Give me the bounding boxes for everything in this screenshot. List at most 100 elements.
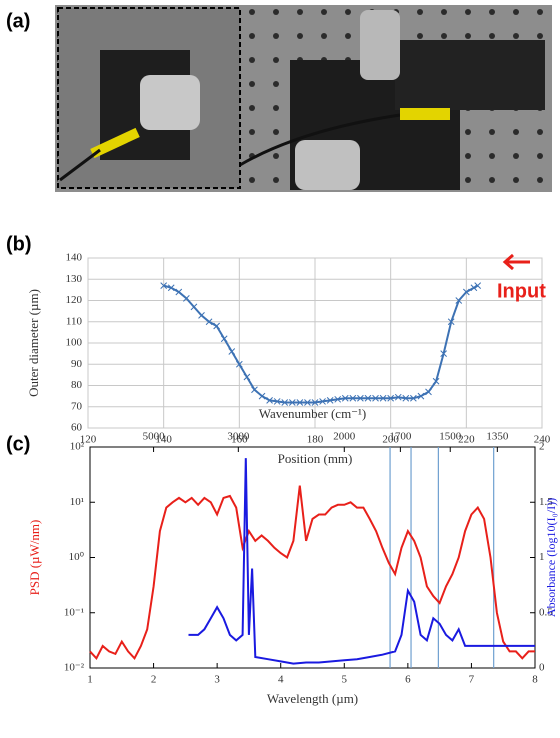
y-tick-label: 70	[71, 400, 83, 412]
x-axis-label: Wavelength (µm)	[267, 691, 358, 706]
x-tick-label: 2	[151, 674, 157, 686]
y-tick-label: 120	[66, 294, 83, 306]
marker	[447, 318, 455, 326]
x-tick-label: 240	[534, 434, 551, 446]
marker	[357, 394, 364, 402]
y-axis-label: PSD (µW/nm)	[27, 520, 42, 596]
plot-frame	[87, 257, 543, 429]
series-line	[188, 458, 535, 665]
marker	[455, 297, 463, 304]
marker	[273, 398, 281, 405]
panel-label: (b)	[6, 233, 32, 255]
x2-tick-label: 1350	[486, 431, 509, 443]
marker	[417, 392, 425, 400]
x-tick-label: 220	[458, 434, 475, 446]
x-tick-label: 7	[469, 674, 475, 686]
y-tick-label: 130	[66, 273, 83, 285]
marker	[183, 295, 190, 302]
marker	[402, 394, 410, 402]
panel-label: (c)	[6, 433, 30, 455]
marker	[364, 394, 372, 402]
marker	[319, 398, 326, 405]
marker	[258, 392, 266, 400]
series-line	[89, 485, 535, 661]
micrometer	[295, 140, 360, 190]
marker	[334, 395, 342, 403]
annotation: Input	[497, 280, 546, 302]
y2-tick-label: 1.5	[539, 496, 553, 508]
x-tick-label: 120	[80, 434, 97, 446]
marker	[462, 288, 470, 296]
marker	[432, 377, 440, 385]
marker	[160, 282, 168, 289]
marker	[251, 386, 258, 394]
marker	[440, 350, 447, 357]
x-tick-label: 4	[278, 674, 284, 686]
marker	[470, 284, 478, 292]
marker	[296, 399, 304, 406]
chart: (b) 60 70 80 90 100 110 120 130 140 120 140 160 180 20…	[6, 233, 551, 466]
marker	[235, 360, 243, 368]
x-tick-label: 6	[405, 674, 411, 686]
marker	[387, 394, 395, 402]
y-tick-label: 140	[66, 252, 83, 264]
y2-tick-label: 0.5	[539, 606, 553, 618]
fiber	[239, 113, 401, 167]
marker	[326, 397, 334, 404]
x2-tick-label: 1700	[389, 431, 412, 443]
marker	[474, 282, 482, 289]
marker	[213, 322, 220, 330]
y-tick-label: 60	[71, 422, 83, 434]
marker	[198, 312, 205, 319]
marker	[425, 388, 432, 396]
connector	[400, 108, 450, 120]
mount	[395, 40, 545, 110]
marker	[266, 397, 273, 404]
y-tick-label: 10¹	[70, 496, 84, 508]
marker	[379, 394, 387, 402]
y2-axis-label: Absorbance (log10(I₀/I))	[544, 498, 558, 617]
y-tick-label: 110	[66, 315, 83, 327]
annotation-arrow	[502, 253, 530, 271]
panel-label: (a)	[6, 10, 30, 32]
marker	[288, 399, 296, 406]
marker	[243, 373, 251, 381]
marker	[311, 399, 319, 406]
x-tick-label: 8	[532, 674, 538, 686]
x2-tick-label: 5000	[143, 431, 166, 443]
y-axis-label: Outer diameter (µm)	[26, 289, 41, 397]
x-tick-label: 5	[342, 674, 348, 686]
marker	[341, 394, 349, 402]
inset-connector	[140, 75, 200, 130]
marker	[167, 284, 175, 292]
inset-fiber	[59, 148, 101, 182]
photo: (a)	[6, 5, 552, 192]
y-tick-label: 10⁻²	[64, 662, 85, 674]
x-tick-label: 180	[307, 434, 324, 446]
y-tick-label: 100	[66, 337, 83, 349]
marker	[349, 394, 357, 402]
x-axis-label: Position (mm)	[278, 451, 353, 466]
x-tick-label: 160	[231, 434, 248, 446]
y-tick-label: 80	[71, 379, 83, 391]
y2-tick-label: 0	[539, 662, 545, 674]
x2-tick-label: 1500	[439, 431, 462, 443]
x2-tick-label: 3000	[227, 431, 250, 443]
marker	[220, 335, 228, 343]
y2-tick-label: 1	[539, 551, 545, 563]
x-tick-label: 140	[155, 434, 172, 446]
x-tick-label: 3	[214, 674, 220, 686]
series-line	[163, 284, 479, 404]
x2-axis-label: Wavenumber (cm⁻¹)	[259, 406, 367, 421]
x-tick-label: 1	[87, 674, 93, 686]
inset-sleeve	[90, 127, 140, 159]
x-tick-label: 200	[382, 434, 399, 446]
marker	[228, 348, 236, 355]
marker	[190, 303, 198, 311]
marker	[304, 399, 311, 406]
y-tick-label: 10⁻¹	[64, 606, 84, 618]
marker	[372, 394, 379, 402]
